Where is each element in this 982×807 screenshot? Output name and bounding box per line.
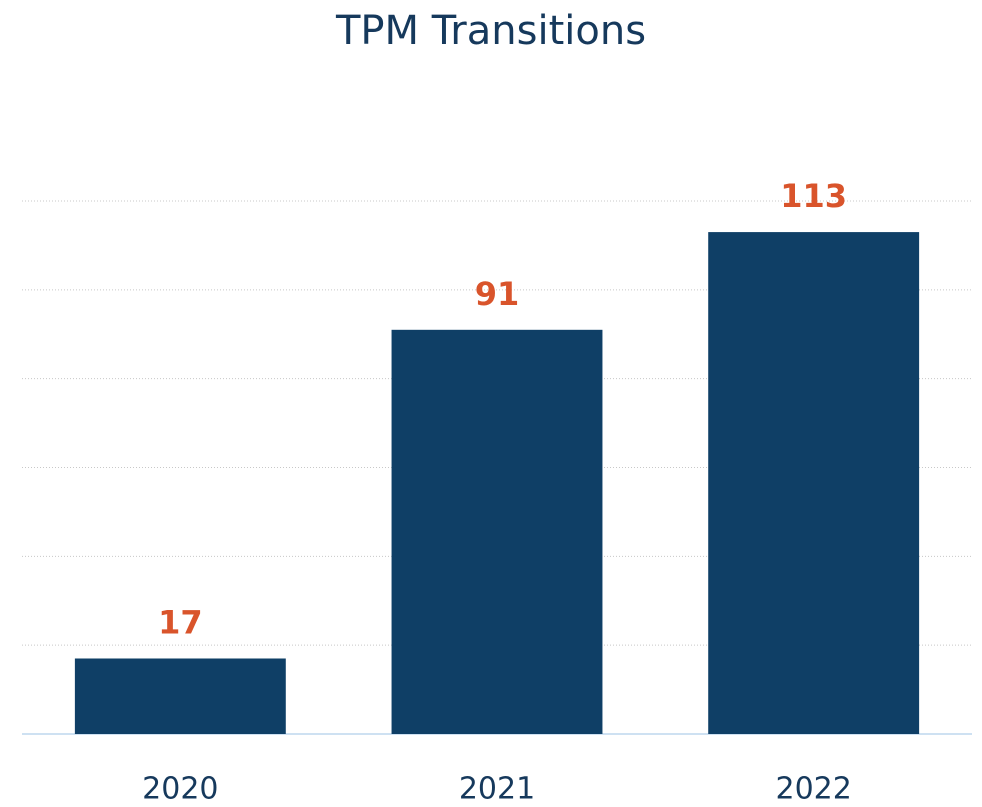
data-label: 17 bbox=[158, 603, 203, 641]
x-tick-label: 2022 bbox=[775, 772, 851, 807]
x-tick-label: 2021 bbox=[459, 772, 535, 807]
x-tick-label: 2020 bbox=[142, 772, 218, 807]
data-label: 91 bbox=[475, 275, 520, 313]
bar bbox=[391, 329, 603, 734]
chart-title: TPM Transitions bbox=[335, 8, 646, 54]
bar bbox=[708, 232, 920, 734]
bar bbox=[74, 658, 286, 734]
data-label: 113 bbox=[780, 177, 847, 215]
